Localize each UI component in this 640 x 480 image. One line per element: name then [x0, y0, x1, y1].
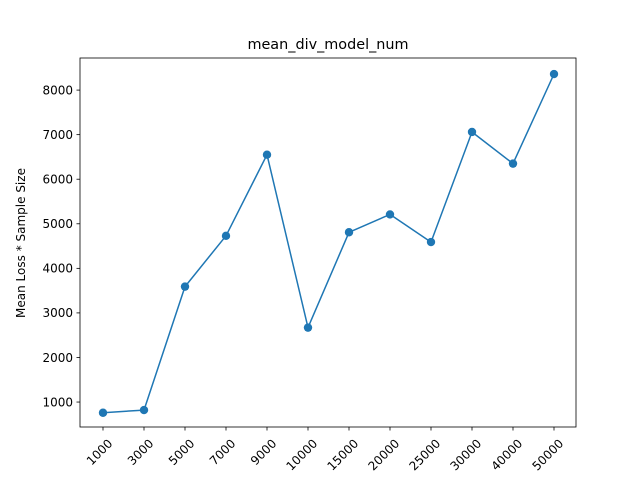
data-point — [508, 159, 518, 168]
data-point — [139, 405, 149, 415]
y-tick-label: 5000 — [42, 217, 73, 231]
data-point — [385, 210, 395, 219]
series-layer — [98, 69, 559, 417]
y-tick-label: 8000 — [42, 83, 73, 97]
y-axis-ticks: 1000 2000 3000 4000 5000 6000 7000 8000 — [42, 83, 80, 409]
y-tick-label: 4000 — [42, 262, 73, 276]
data-point — [221, 231, 231, 241]
y-axis-label: Mean Loss * Sample Size — [14, 168, 28, 318]
y-tick-label: 6000 — [42, 173, 73, 187]
data-point — [262, 150, 272, 159]
chart-title: mean_div_model_num — [247, 37, 408, 53]
y-tick-label: 2000 — [42, 351, 73, 365]
y-tick-label: 1000 — [42, 395, 73, 409]
data-point — [426, 237, 436, 247]
data-point — [180, 282, 190, 291]
data-point — [549, 69, 559, 79]
data-point — [467, 127, 477, 137]
y-tick-label: 3000 — [42, 306, 73, 320]
series-line — [102, 73, 555, 414]
data-point — [98, 408, 108, 417]
plot-frame — [79, 57, 577, 428]
y-tick-label: 7000 — [42, 128, 73, 142]
data-point — [303, 323, 313, 332]
data-point — [344, 228, 354, 237]
